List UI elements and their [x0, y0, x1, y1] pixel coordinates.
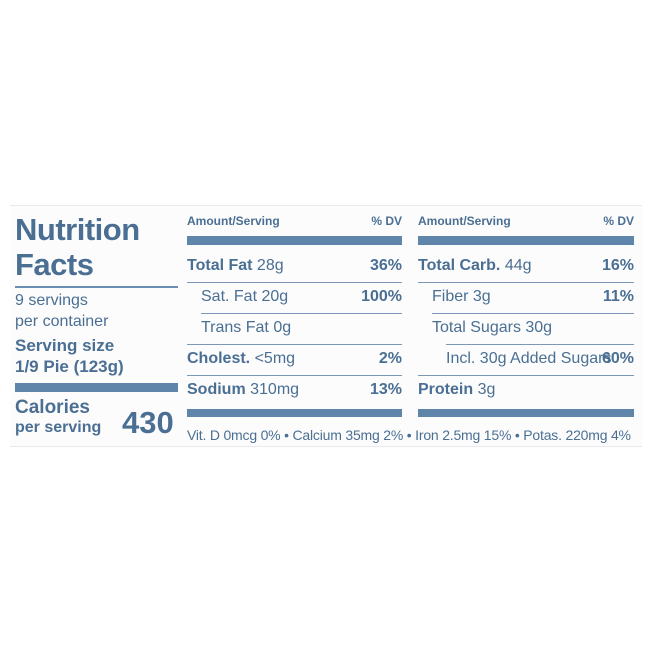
label-title: Nutrition Facts: [15, 212, 165, 282]
amount-header: Amount/Serving: [187, 214, 280, 228]
header-bar: [187, 236, 402, 245]
amount-header: Amount/Serving: [418, 214, 511, 228]
nutrient-column-left: Amount/Serving % DV Total Fat 28g 36% Sa…: [187, 206, 402, 417]
nutrient-row-added-sugars: Incl. 30g Added Sugars 60%: [418, 344, 634, 374]
servings-line-2: per container: [15, 313, 109, 330]
nutrient-dv: 60%: [601, 350, 634, 367]
nutrient-amount: <5mg: [250, 350, 296, 367]
column-header: Amount/Serving % DV: [187, 214, 402, 230]
nutrient-row-total-sugars: Total Sugars 30g: [418, 313, 634, 343]
nutrient-name: Total Fat: [187, 257, 253, 274]
nutrient-name: Sodium: [187, 381, 246, 398]
nutrient-row-protein: Protein 3g: [418, 375, 634, 405]
row-divider: [418, 282, 634, 283]
column-header: Amount/Serving % DV: [418, 214, 634, 230]
title-line-1: Nutrition: [15, 212, 140, 247]
nutrient-dv: 36%: [369, 257, 402, 274]
nutrient-amount: 3g: [473, 381, 496, 398]
dv-header: % DV: [371, 214, 402, 228]
row-divider: [432, 313, 634, 314]
row-divider: [187, 282, 402, 283]
nutrition-facts-label: Nutrition Facts 9 servings per container…: [10, 205, 642, 447]
nutrient-amount: 310mg: [245, 381, 300, 398]
nutrient-dv: 2%: [378, 350, 402, 367]
nutrient-name: Total Carb.: [418, 257, 501, 274]
nutrient-column-right: Amount/Serving % DV Total Carb. 44g 16% …: [418, 206, 634, 417]
title-rule: [15, 286, 178, 288]
row-divider: [187, 375, 402, 376]
title-line-2: Facts: [15, 247, 94, 282]
nutrient-dv: 13%: [369, 381, 402, 398]
nutrient-row-total-carb: Total Carb. 44g 16%: [418, 251, 634, 281]
calories-rule: [15, 383, 178, 392]
nutrient-name: Cholest.: [187, 350, 251, 367]
nutrient-dv: 11%: [602, 288, 634, 305]
nutrient-amount: Incl. 30g Added Sugars: [446, 350, 612, 367]
serving-size-line-2: 1/9 Pie (123g): [15, 357, 124, 376]
nutrient-amount: Fiber 3g: [432, 288, 491, 305]
nutrient-name: Protein: [418, 381, 474, 398]
row-divider: [201, 313, 402, 314]
summary-panel: Nutrition Facts 9 servings per container…: [10, 206, 178, 446]
row-divider: [418, 375, 634, 376]
nutrient-amount: 44g: [500, 257, 532, 274]
calories-subtitle: per serving: [15, 419, 102, 436]
row-divider: [446, 344, 634, 345]
calories-value: 430: [122, 405, 174, 440]
vitamins-minerals-line: Vit. D 0mcg 0% • Calcium 35mg 2% • Iron …: [187, 427, 631, 443]
nutrient-row-fiber: Fiber 3g 11%: [418, 282, 634, 312]
nutrient-amount: Trans Fat 0g: [201, 319, 292, 336]
header-bar: [418, 236, 634, 245]
nutrient-row-cholesterol: Cholest. <5mg 2%: [187, 344, 402, 374]
bottom-bar: [418, 409, 634, 417]
servings-per-container: 9 servings per container: [15, 290, 175, 332]
nutrient-amount: Total Sugars 30g: [432, 319, 553, 336]
calories-label: Calories per serving: [15, 398, 125, 438]
nutrient-row-trans-fat: Trans Fat 0g: [187, 313, 402, 343]
calories-title: Calories: [15, 397, 90, 418]
row-divider: [187, 344, 402, 345]
nutrient-dv: 16%: [601, 257, 634, 274]
nutrient-row-total-fat: Total Fat 28g 36%: [187, 251, 402, 281]
nutrient-dv: 100%: [361, 288, 402, 305]
nutrient-row-sat-fat: Sat. Fat 20g 100%: [187, 282, 402, 312]
nutrient-row-sodium: Sodium 310mg 13%: [187, 375, 402, 405]
servings-line-1: 9 servings: [15, 292, 88, 309]
nutrient-amount: 28g: [252, 257, 284, 274]
dv-header: % DV: [603, 214, 634, 228]
serving-size: Serving size 1/9 Pie (123g): [15, 335, 180, 377]
bottom-bar: [187, 409, 402, 417]
serving-size-line-1: Serving size: [15, 336, 115, 355]
nutrient-amount: Sat. Fat 20g: [201, 288, 289, 305]
